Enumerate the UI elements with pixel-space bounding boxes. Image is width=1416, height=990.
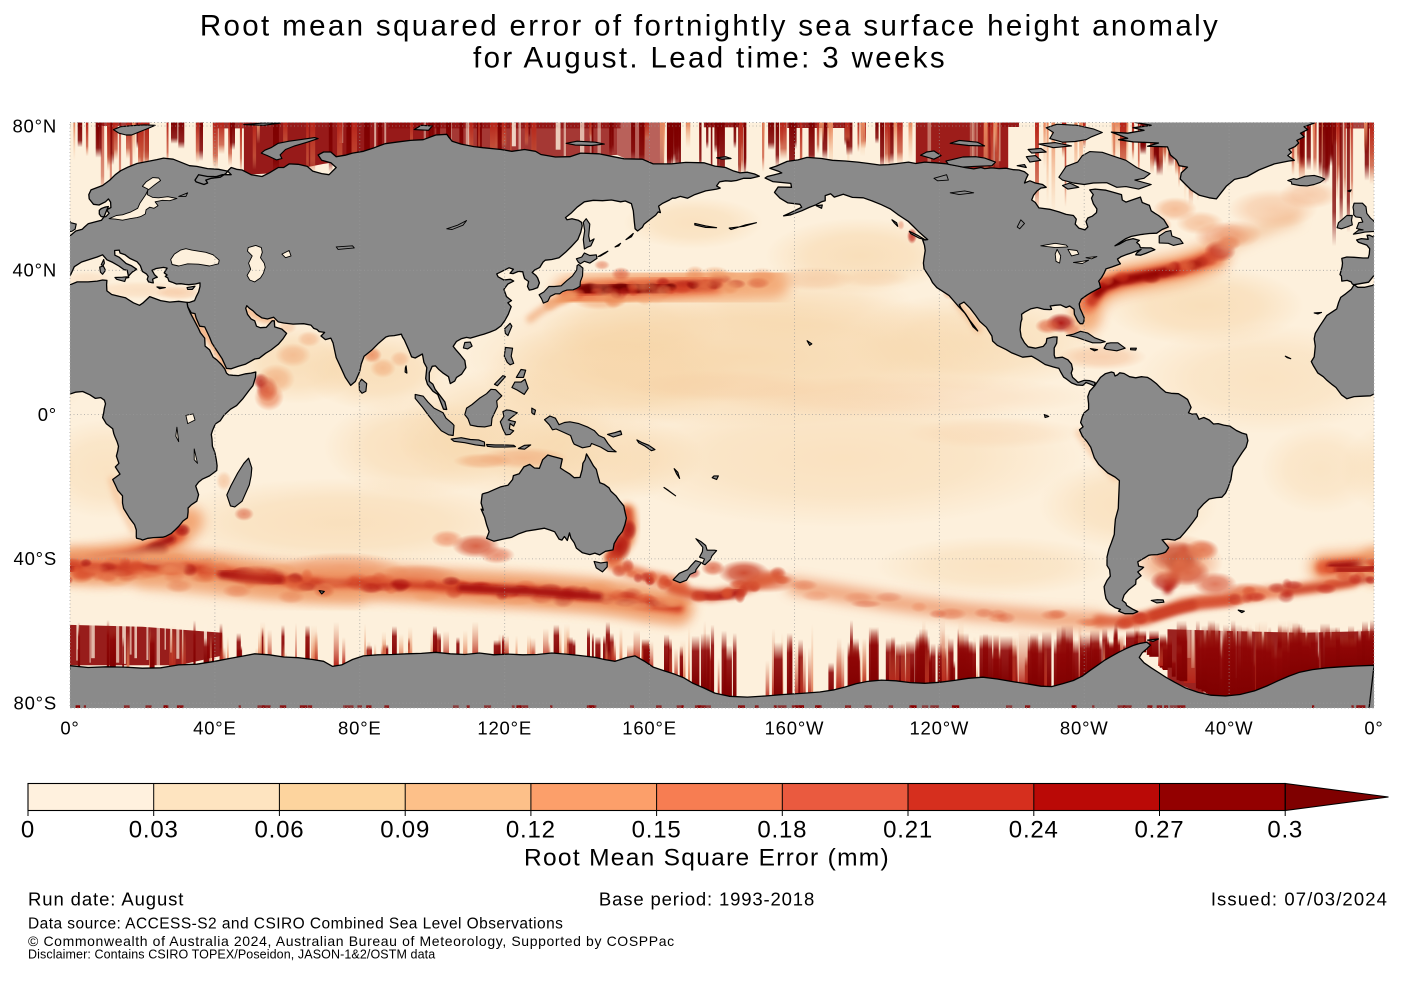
svg-text:Root mean squared error of for: Root mean squared error of fortnightly s… [200, 9, 1220, 42]
svg-text:40°W: 40°W [1205, 718, 1254, 739]
svg-text:0.21: 0.21 [883, 817, 933, 844]
svg-text:© Commonwealth of Australia 20: © Commonwealth of Australia 2024, Austra… [28, 933, 675, 949]
svg-text:Base period: 1993-2018: Base period: 1993-2018 [599, 889, 815, 910]
svg-text:Data source: ACCESS-S2 and CSI: Data source: ACCESS-S2 and CSIRO Combine… [28, 916, 563, 933]
svg-text:40°E: 40°E [193, 718, 237, 739]
svg-text:0.18: 0.18 [757, 817, 807, 844]
svg-text:120°E: 120°E [477, 718, 532, 739]
svg-text:40°N: 40°N [12, 260, 57, 281]
svg-text:80°S: 80°S [13, 692, 57, 713]
svg-text:0.12: 0.12 [506, 817, 556, 844]
svg-text:Run date: August: Run date: August [28, 889, 184, 910]
svg-text:Disclaimer: Contains CSIRO TOP: Disclaimer: Contains CSIRO TOPEX/Poseido… [28, 948, 435, 962]
svg-text:0.24: 0.24 [1009, 817, 1059, 844]
svg-text:0: 0 [21, 817, 35, 844]
svg-text:80°W: 80°W [1060, 718, 1109, 739]
svg-text:Issued: 07/03/2024: Issued: 07/03/2024 [1211, 889, 1388, 910]
svg-text:Root Mean Square Error (mm): Root Mean Square Error (mm) [524, 845, 890, 872]
svg-text:0.3: 0.3 [1267, 817, 1303, 844]
svg-text:40°S: 40°S [13, 548, 57, 569]
svg-text:160°W: 160°W [765, 718, 825, 739]
svg-text:0°: 0° [1364, 718, 1383, 739]
svg-text:0.27: 0.27 [1135, 817, 1185, 844]
svg-text:0.06: 0.06 [254, 817, 304, 844]
svg-text:0°: 0° [60, 718, 79, 739]
svg-text:160°E: 160°E [622, 718, 677, 739]
svg-text:120°W: 120°W [909, 718, 969, 739]
svg-text:80°N: 80°N [12, 115, 57, 136]
svg-text:0.15: 0.15 [632, 817, 682, 844]
svg-text:for August. Lead time: 3 weeks: for August. Lead time: 3 weeks [473, 41, 947, 74]
svg-text:80°E: 80°E [338, 718, 382, 739]
svg-text:0°: 0° [38, 404, 57, 425]
svg-text:0.03: 0.03 [129, 817, 179, 844]
svg-text:0.09: 0.09 [380, 817, 430, 844]
